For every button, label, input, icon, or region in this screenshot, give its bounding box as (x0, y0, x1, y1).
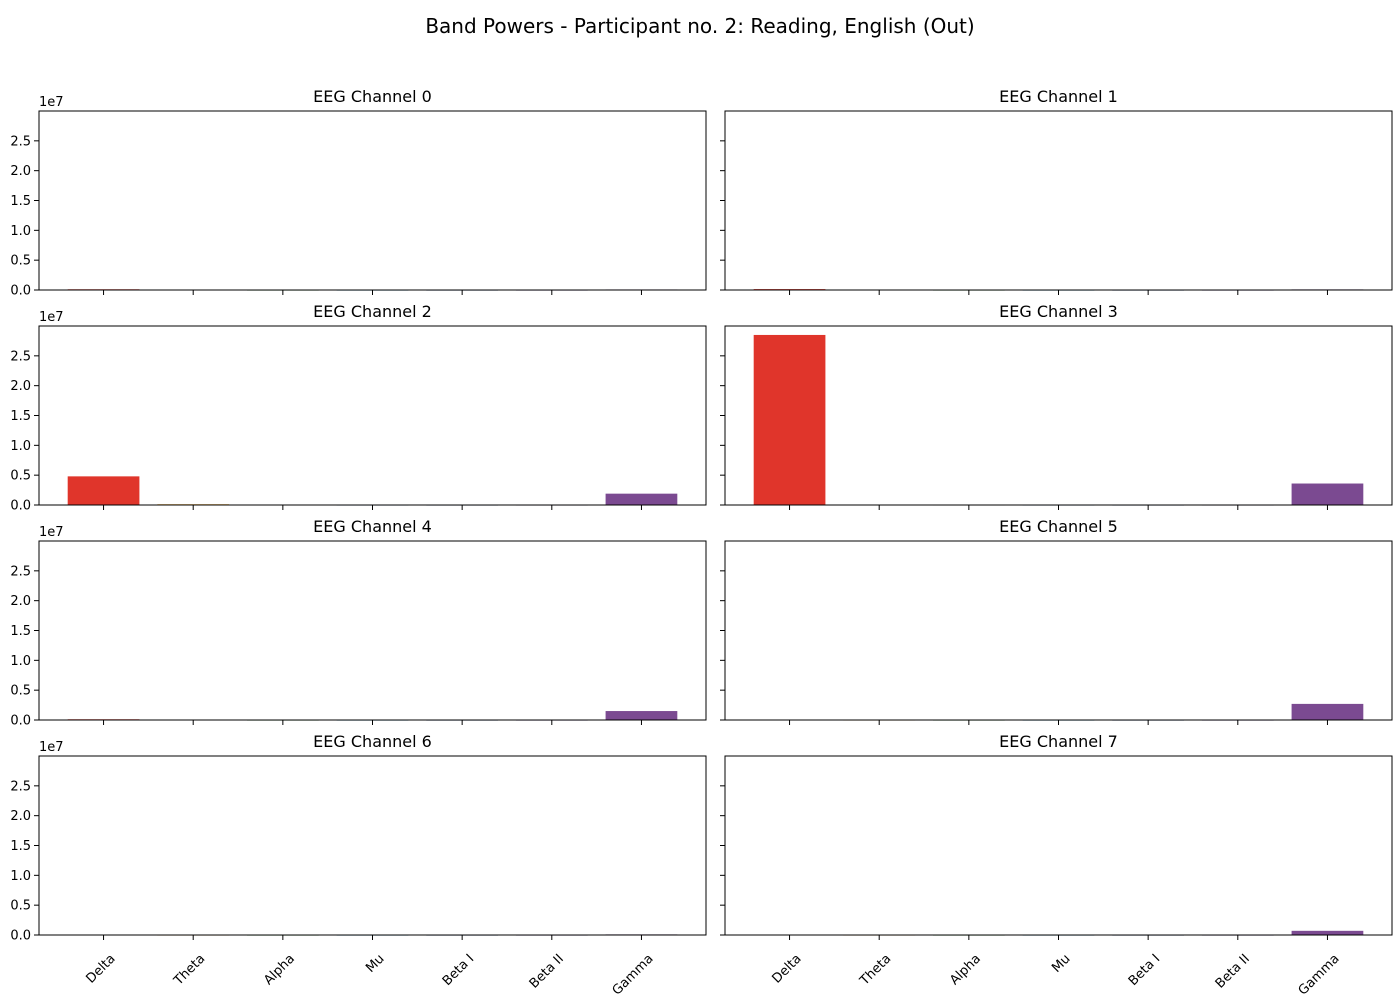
x-tick-label: Gamma (1296, 951, 1343, 998)
subplot-title: EEG Channel 4 (313, 517, 432, 536)
y-tick-label: 1.5 (10, 194, 31, 209)
x-tick-label: Beta I (440, 951, 477, 988)
bar-delta (67, 476, 140, 505)
axes-frame (38, 540, 707, 721)
y-offset-label: 1e7 (39, 95, 64, 110)
y-tick-label: 2.5 (10, 779, 31, 794)
x-tick-label: Mu (363, 951, 387, 975)
subplot-1: EEG Channel 1 (720, 87, 1393, 295)
y-tick-label: 1.0 (10, 654, 31, 669)
subplot-title: EEG Channel 1 (999, 87, 1118, 106)
x-tick-label: Alpha (947, 951, 984, 988)
y-tick-label: 0.5 (10, 899, 31, 914)
y-offset-label: 1e7 (39, 310, 64, 325)
bar-gamma (1291, 930, 1364, 935)
x-tick-label: Theta (171, 951, 209, 989)
y-tick-label: 2.0 (10, 164, 31, 179)
subplot-title: EEG Channel 3 (999, 302, 1118, 321)
subplot-title: EEG Channel 0 (313, 87, 432, 106)
x-tick-label: Beta I (1126, 951, 1163, 988)
subplot-title: EEG Channel 6 (313, 732, 432, 751)
axes-frame (724, 755, 1393, 936)
y-tick-label: 1.0 (10, 224, 31, 239)
x-tick-label: Alpha (261, 951, 298, 988)
axes-frame (38, 755, 707, 936)
bar-gamma (1291, 483, 1364, 505)
x-tick-label: Delta (770, 951, 805, 986)
y-tick-label: 2.5 (10, 564, 31, 579)
y-tick-label: 2.0 (10, 809, 31, 824)
subplot-title: EEG Channel 2 (313, 302, 432, 321)
y-tick-label: 0.5 (10, 469, 31, 484)
y-tick-label: 0.0 (10, 499, 31, 514)
x-tick-label: Gamma (610, 951, 657, 998)
y-offset-label: 1e7 (39, 525, 64, 540)
axes-frame (724, 110, 1393, 291)
x-tick-label: Beta II (1213, 951, 1253, 991)
bar-gamma (1291, 703, 1364, 720)
subplot-title: EEG Channel 7 (999, 732, 1118, 751)
x-tick-label: Beta II (527, 951, 567, 991)
x-tick-label: Mu (1049, 951, 1073, 975)
subplot-2: EEG Channel 2 0.0 0.5 1.0 1.5 2.0 2.5 1e7 (10, 302, 707, 514)
bar-gamma (605, 493, 678, 505)
bar-delta (753, 334, 826, 505)
y-tick-label: 1.0 (10, 439, 31, 454)
y-tick-label: 2.0 (10, 594, 31, 609)
x-tick-label: Delta (84, 951, 119, 986)
subplot-3: EEG Channel 3 (720, 302, 1393, 510)
y-tick-label: 1.5 (10, 624, 31, 639)
y-tick-label: 0.5 (10, 254, 31, 269)
y-tick-label: 2.0 (10, 379, 31, 394)
y-tick-label: 1.5 (10, 839, 31, 854)
axes-frame (38, 110, 707, 291)
y-tick-label: 2.5 (10, 349, 31, 364)
subplot-title: EEG Channel 5 (999, 517, 1118, 536)
subplot-7: EEG Channel 7 Delta Theta Alpha Mu Beta I Beta… (720, 732, 1393, 998)
y-tick-label: 1.5 (10, 409, 31, 424)
y-tick-label: 0.0 (10, 929, 31, 944)
subplot-0: EEG Channel 0 0.0 0.5 1.0 1.5 2.0 2.5 1e7 (10, 87, 707, 299)
figure-title: Band Powers - Participant no. 2: Reading… (425, 14, 975, 38)
subplot-6: EEG Channel 6 0.0 0.5 1.0 1.5 2.0 2.5 1e7 Delta T… (10, 732, 707, 998)
y-tick-label: 0.0 (10, 284, 31, 299)
y-tick-label: 1.0 (10, 869, 31, 884)
subplot-4: EEG Channel 4 0.0 0.5 1.0 1.5 2.0 2.5 1e7 (10, 517, 707, 729)
axes-frame (724, 540, 1393, 721)
y-tick-label: 0.5 (10, 684, 31, 699)
bar-gamma (605, 711, 678, 720)
subplot-5: EEG Channel 5 (720, 517, 1393, 725)
y-tick-label: 2.5 (10, 134, 31, 149)
y-tick-label: 0.0 (10, 714, 31, 729)
x-tick-label: Theta (857, 951, 895, 989)
y-offset-label: 1e7 (39, 740, 64, 755)
